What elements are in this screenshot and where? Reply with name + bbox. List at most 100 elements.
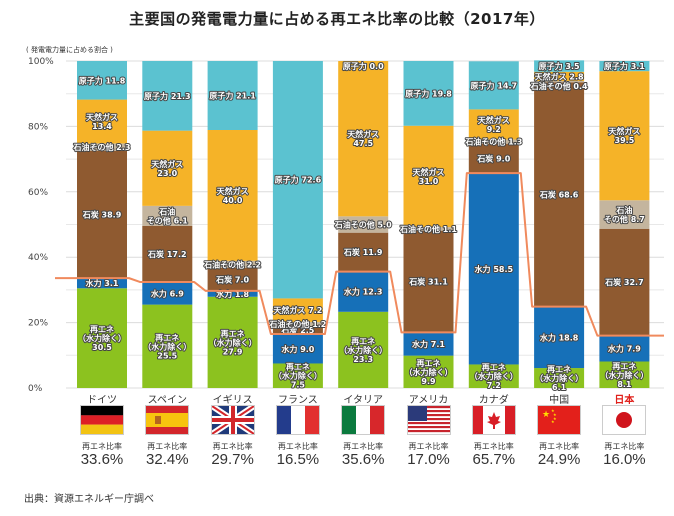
bar-segment-oil	[207, 260, 258, 268]
bar-segment-nuclear	[534, 60, 585, 72]
segment-label: （水力除く）	[405, 367, 453, 377]
france-flag-icon	[275, 405, 320, 435]
bar-segment-gas	[272, 298, 323, 322]
bar-segment-nuclear	[272, 61, 323, 299]
segment-label: 23.3	[353, 355, 373, 364]
segment-label: 水力 7.9	[607, 344, 641, 354]
renewable-ratio-label: 再エネ比率	[82, 442, 122, 451]
segment-label: 8.1	[617, 380, 632, 389]
segment-label: 石油その他 0.4	[530, 81, 588, 91]
country-name: カナダ	[478, 395, 509, 406]
segment-label: 再エネ	[90, 324, 114, 334]
renewable-share-line	[55, 172, 664, 337]
segment-label: 原子力 21.1	[209, 90, 256, 100]
bar-segment-gas	[338, 61, 389, 217]
segment-label: 天然ガス	[413, 167, 445, 177]
renewable-ratio-value: 33.6%	[80, 451, 124, 468]
spain-flag-icon	[145, 405, 190, 435]
bar-segment-coal	[403, 230, 454, 333]
segment-label: 水力 3.1	[85, 278, 119, 288]
y-tick-label: 0%	[28, 384, 43, 394]
segment-label: （水力除く）	[470, 371, 518, 381]
segment-label: 石油その他 1.2	[268, 319, 326, 329]
segment-label: 再エネ	[155, 332, 179, 342]
renewable-ratio-label: 再エネ比率	[277, 442, 318, 451]
segment-label: 13.4	[92, 122, 112, 131]
segment-label: 石炭 17.2	[147, 249, 187, 259]
renewable-ratio-label: 再エネ比率	[147, 442, 188, 451]
segment-label: 水力 12.3	[343, 287, 383, 297]
bar-segment-coal	[77, 150, 127, 279]
segment-label: 石油	[615, 205, 632, 215]
segment-label: 天然ガス 7.2	[273, 305, 322, 315]
segment-label: （水力除く）	[600, 370, 648, 380]
segment-label: 石油その他 1.1	[399, 224, 457, 234]
bar-segment-oil	[534, 80, 585, 83]
bar-segment-hydro	[599, 335, 650, 362]
segment-label: 天然ガス	[608, 126, 640, 136]
segment-label: 天然ガス	[347, 129, 379, 139]
segment-label: （水力除く）	[535, 373, 583, 383]
bar-segment-renew	[77, 288, 127, 388]
segment-label: 天然ガス 2.8	[535, 71, 584, 81]
segment-label: 原子力 21.3	[144, 91, 191, 101]
segment-label: （水力除く）	[274, 371, 322, 381]
canada-flag-icon	[471, 405, 516, 435]
segment-label: 7.5	[291, 381, 306, 390]
bar-segment-nuclear	[77, 61, 127, 100]
bar-segment-oil	[272, 321, 323, 326]
segment-label: （水力除く）	[339, 345, 387, 355]
y-tick-label: 20%	[28, 319, 48, 329]
country-name: ドイツ	[87, 395, 117, 406]
bar-segment-renew	[468, 364, 519, 388]
segment-label: 石炭 7.0	[215, 274, 249, 284]
usa-flag-icon	[406, 405, 451, 435]
segment-label: 石炭 2.5	[280, 325, 314, 335]
y-tick-label: 60%	[28, 188, 48, 198]
segment-label: 石油	[158, 206, 175, 216]
segment-label: 石炭 11.9	[343, 247, 383, 257]
segment-label: 水力 9.0	[280, 344, 314, 354]
country-name: スペイン	[147, 395, 187, 406]
bar-segment-renew	[338, 311, 389, 388]
y-tick-label: 80%	[28, 122, 48, 132]
renewable-ratio-value: 24.9%	[537, 451, 581, 468]
bar-segment-nuclear	[207, 61, 258, 130]
bar-segment-oil	[403, 227, 454, 231]
country-name: アメリカ	[408, 395, 449, 406]
segment-label: 40.0	[223, 196, 243, 205]
uk-flag-icon	[210, 405, 255, 435]
segment-label: （水力除く）	[209, 337, 257, 347]
segment-label: その他 6.1	[147, 215, 188, 225]
segment-label: 9.2	[487, 125, 501, 134]
y-tick-label: 100%	[28, 57, 54, 67]
renewable-ratio-value: 32.4%	[146, 451, 189, 468]
segment-label: 天然ガス	[478, 115, 510, 125]
renewable-ratio-label: 再エネ比率	[212, 442, 253, 451]
svg-text:★: ★	[553, 412, 557, 417]
bar-segment-nuclear	[142, 61, 193, 131]
bar-segment-oil	[77, 143, 127, 151]
segment-label: 石炭 68.6	[539, 189, 579, 199]
bar-segment-nuclear	[599, 61, 650, 72]
bar-segment-gas	[77, 99, 127, 144]
segment-label: 25.5	[157, 351, 177, 360]
segment-label: その他 8.7	[604, 214, 645, 224]
segment-label: （水力除く）	[78, 333, 126, 343]
svg-text:★: ★	[551, 408, 555, 413]
bar-segment-gas	[207, 129, 258, 261]
bar-segment-oil	[599, 200, 650, 229]
bar-segment-hydro	[468, 173, 519, 365]
bar-segment-coal	[534, 82, 585, 307]
renewable-ratio-value: 35.6%	[341, 451, 385, 468]
segment-label: 再エネ	[547, 364, 571, 374]
bar-segment-hydro	[338, 271, 389, 312]
segment-label: 30.5	[92, 343, 112, 352]
bar-segment-oil	[468, 139, 519, 144]
bar-segment-coal	[142, 225, 193, 283]
bar-segment-nuclear	[403, 61, 454, 126]
bar-segment-oil	[142, 205, 193, 226]
segment-label: 7.2	[487, 381, 501, 390]
segment-label: 6.1	[552, 383, 567, 392]
